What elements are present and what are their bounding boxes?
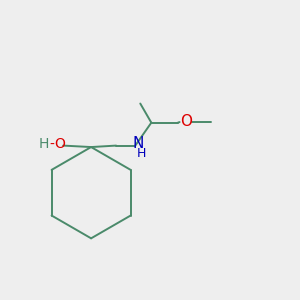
Text: -: - [50, 137, 54, 152]
Text: H: H [39, 137, 49, 152]
Text: H: H [137, 147, 146, 160]
Text: O: O [180, 114, 192, 129]
Text: O: O [54, 137, 65, 152]
Text: N: N [133, 136, 144, 151]
